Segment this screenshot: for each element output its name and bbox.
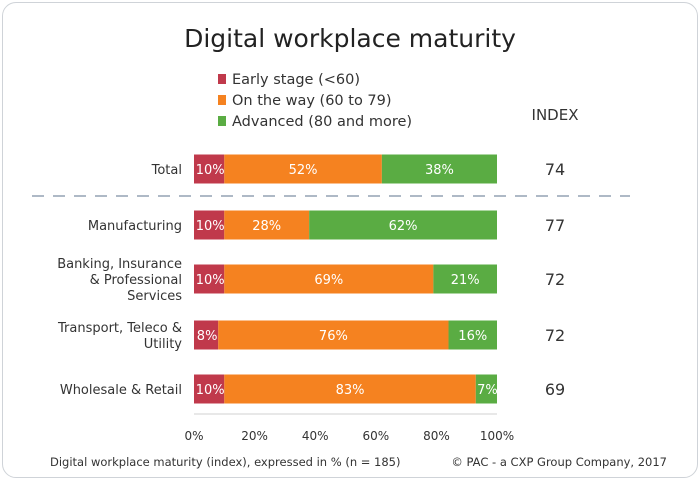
bar-label-1-1: 28% (252, 219, 281, 234)
category-label-2-2: Services (127, 289, 182, 304)
footnote: Digital workplace maturity (index), expr… (50, 455, 401, 469)
category-label-2-0: Banking, Insurance (57, 257, 182, 272)
legend-swatch-2 (218, 116, 226, 126)
index-header: INDEX (532, 106, 579, 124)
bar-2-1 (224, 264, 434, 294)
category-label-3-1: Utility (144, 337, 183, 352)
category-label-0-0: Total (151, 163, 182, 178)
bar-label-4-0: 10% (196, 383, 225, 398)
bar-label-3-2: 16% (458, 329, 487, 344)
bar-4-2 (475, 374, 497, 404)
x-tick-label-4: 80% (423, 429, 450, 443)
bar-label-4-1: 83% (336, 383, 365, 398)
legend-label-2: Advanced (80 and more) (232, 114, 412, 130)
index-value-0: 74 (545, 160, 565, 179)
bar-3-0 (194, 320, 219, 350)
index-value-1: 77 (545, 216, 565, 235)
bar-0-0 (194, 154, 225, 184)
bar-label-2-2: 21% (451, 273, 480, 288)
legend-label-1: On the way (60 to 79) (232, 93, 392, 109)
category-label-4-0: Wholesale & Retail (60, 383, 182, 398)
category-label-3-0: Transport, Teleco & (57, 321, 182, 336)
x-tick-label-2: 40% (302, 429, 329, 443)
bar-0-2 (381, 154, 497, 184)
x-tick-label-1: 20% (241, 429, 268, 443)
bar-1-1 (224, 210, 310, 240)
legend-swatch-0 (218, 74, 226, 84)
legend-swatch-1 (218, 95, 226, 105)
bar-1-0 (194, 210, 225, 240)
bar-label-2-1: 69% (314, 273, 343, 288)
bar-4-1 (224, 374, 476, 404)
x-tick-label-0: 0% (184, 429, 203, 443)
bar-3-1 (218, 320, 449, 350)
bar-2-2 (433, 264, 497, 294)
index-value-3: 72 (545, 326, 565, 345)
bar-label-3-0: 8% (197, 329, 218, 344)
bar-1-2 (309, 210, 497, 240)
x-tick-label-5: 100% (480, 429, 514, 443)
category-labels: Total Manufacturing Banking, Insurance& Pr… (57, 163, 182, 398)
category-label-1-0: Manufacturing (88, 219, 182, 234)
x-tick-label-3: 60% (362, 429, 389, 443)
legend: Early stage (<60) On the way (60 to 79) Ad… (218, 72, 412, 130)
bar-label-4-2: 7% (477, 383, 498, 398)
bar-label-0-2: 38% (425, 163, 454, 178)
bar-label-1-2: 62% (389, 219, 418, 234)
source-note: © PAC - a CXP Group Company, 2017 (451, 455, 667, 469)
bar-0-1 (224, 154, 382, 184)
bar-label-3-1: 76% (319, 329, 348, 344)
bar-label-2-0: 10% (196, 273, 225, 288)
chart-title: Digital workplace maturity (184, 24, 516, 53)
bar-label-0-1: 52% (289, 163, 318, 178)
index-value-2: 72 (545, 270, 565, 289)
legend-label-0: Early stage (<60) (232, 72, 360, 88)
bar-3-2 (448, 320, 497, 350)
index-values: 74 77 72 72 69 (545, 160, 565, 399)
x-axis-ticks: 0% 20% 40% 60% 80% 100% (184, 429, 514, 443)
bar-2-0 (194, 264, 225, 294)
bar-label-0-0: 10% (196, 163, 225, 178)
bar-4-0 (194, 374, 225, 404)
category-label-2-1: & Professional (90, 273, 182, 288)
bar-label-1-0: 10% (196, 219, 225, 234)
index-value-4: 69 (545, 380, 565, 399)
bars: 10% 52% 38% 10% 28% 62% 10% 69% 21% 8% 76% 16% 10% 83… (194, 154, 498, 404)
